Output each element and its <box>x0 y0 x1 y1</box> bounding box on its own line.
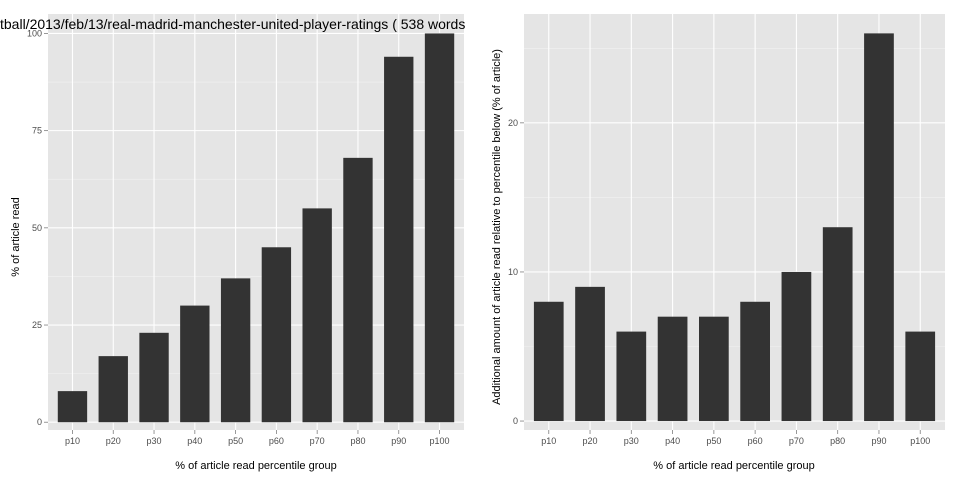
right-bar-p100 <box>905 331 936 422</box>
left-y-ticks: 0 25 50 75 100 <box>27 28 48 427</box>
left-bar-p10 <box>57 391 88 423</box>
left-y-tick-label: 75 <box>32 126 42 136</box>
left-bars <box>57 33 455 423</box>
right-x-ticks: p10 p20 p30 p40 p50 p60 p70 p80 p90 p100 <box>541 430 930 446</box>
left-bar-p20 <box>98 356 128 423</box>
right-x-tick-label: p60 <box>748 436 763 446</box>
right-x-axis-label: % of article read percentile group <box>653 460 814 472</box>
left-bar-p60 <box>261 247 292 423</box>
left-x-tick-label: p70 <box>310 436 325 446</box>
right-bar-p20 <box>575 286 605 422</box>
left-x-tick-label: p50 <box>228 436 243 446</box>
right-y-axis-label: Additional amount of article read relati… <box>491 49 503 405</box>
right-x-tick-label: p90 <box>871 436 886 446</box>
left-y-tick-label: 25 <box>32 320 42 330</box>
right-x-tick-label: p30 <box>624 436 639 446</box>
left-x-tick-label: p100 <box>430 436 450 446</box>
right-x-tick-label: p10 <box>541 436 556 446</box>
left-y-tick-label: 50 <box>32 223 42 233</box>
right-y-ticks: 0 10 20 <box>508 118 524 426</box>
left-bar-p50 <box>220 278 251 423</box>
right-x-tick-label: p70 <box>789 436 804 446</box>
left-x-tick-label: p30 <box>147 436 162 446</box>
left-x-ticks: p10 p20 p30 p40 p50 p60 p70 p80 p90 p100 <box>65 430 450 446</box>
right-bar-p50 <box>699 316 729 422</box>
right-bar-p10 <box>533 301 564 422</box>
right-y-tick-label: 10 <box>508 267 518 277</box>
right-y-tick-label: 0 <box>513 416 518 426</box>
left-x-tick-label: p80 <box>350 436 365 446</box>
right-x-tick-label: p40 <box>665 436 680 446</box>
left-bar-p40 <box>180 305 210 423</box>
right-bars <box>533 33 936 422</box>
right-bar-p80 <box>822 227 853 422</box>
left-x-tick-label: p40 <box>187 436 202 446</box>
right-x-tick-label: p80 <box>830 436 845 446</box>
right-bar-p90 <box>864 33 894 422</box>
left-bar-p70 <box>302 208 332 423</box>
right-bar-p70 <box>781 271 812 422</box>
right-bar-p60 <box>740 301 770 422</box>
right-x-tick-label: p50 <box>706 436 721 446</box>
left-bar-p100 <box>424 33 455 423</box>
left-bar-p30 <box>139 332 169 423</box>
left-bar-p90 <box>384 56 414 423</box>
left-y-tick-label: 100 <box>27 28 42 38</box>
left-y-tick-label: 0 <box>37 417 42 427</box>
right-bar-p30 <box>616 331 647 422</box>
left-x-tick-label: p20 <box>106 436 121 446</box>
right-y-tick-label: 20 <box>508 118 518 128</box>
left-x-axis-label: % of article read percentile group <box>175 460 336 472</box>
left-chart-title: tball/2013/feb/13/real-madrid-manchester… <box>0 16 465 32</box>
left-y-axis-label: % of article read <box>10 197 22 276</box>
left-x-tick-label: p60 <box>269 436 284 446</box>
left-x-tick-label: p90 <box>391 436 406 446</box>
left-x-tick-label: p10 <box>65 436 80 446</box>
right-x-tick-label: p100 <box>910 436 930 446</box>
left-bar-p80 <box>343 157 373 423</box>
right-bar-p40 <box>657 316 688 422</box>
right-x-tick-label: p20 <box>583 436 598 446</box>
